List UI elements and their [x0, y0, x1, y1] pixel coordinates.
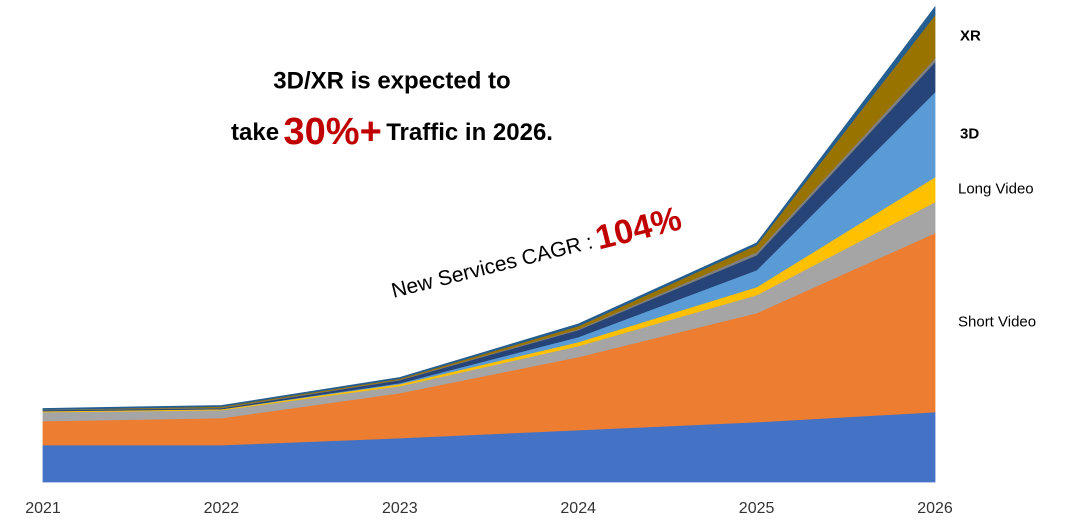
area — [42, 5, 936, 410]
series-label: Short Video — [958, 313, 1036, 330]
series-label: 3D — [960, 125, 979, 142]
series-label: Long Video — [958, 180, 1034, 197]
cagr: New Services CAGR : 104% — [387, 200, 685, 309]
x-tick-label: 2025 — [739, 500, 775, 517]
cagr-label: New Services CAGR : — [389, 230, 595, 302]
x-tick-label: 2026 — [917, 500, 953, 517]
headline-pre: take — [231, 119, 279, 146]
x-tick-label: 2022 — [204, 500, 240, 517]
x-tick-label: 2024 — [560, 500, 596, 517]
series-label: XR — [960, 27, 981, 44]
headline: take 30%+ Traffic in 2026. — [231, 111, 553, 153]
cagr-value: 104% — [592, 200, 686, 258]
headline-highlight: 30%+ — [284, 111, 382, 153]
x-tick-label: 2021 — [25, 500, 61, 517]
headline: 3D/XR is expected to — [273, 67, 510, 94]
headline-post: Traffic in 2026. — [386, 119, 553, 146]
x-tick-label: 2023 — [382, 500, 418, 517]
areas — [42, 5, 936, 483]
